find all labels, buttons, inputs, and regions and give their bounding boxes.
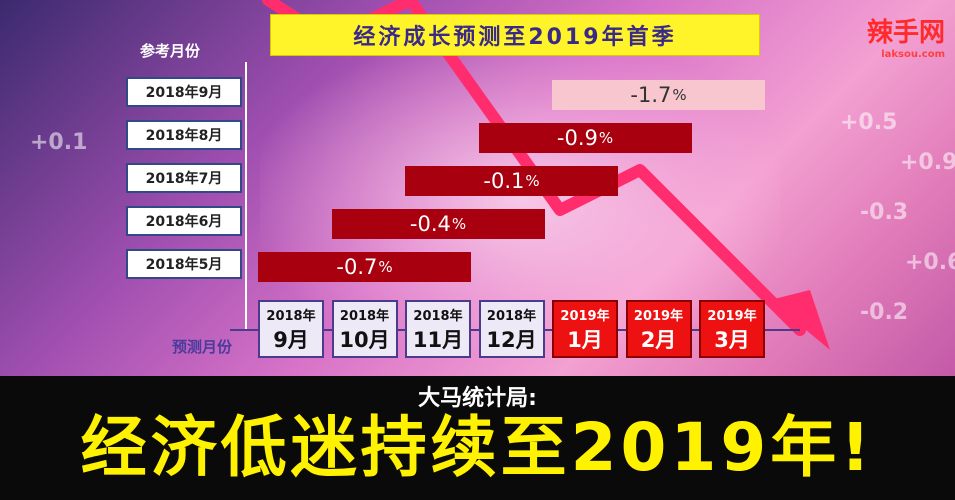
x-tick-year: 2018年 — [266, 308, 316, 324]
x-tick-label: 2019年 2月 — [625, 300, 692, 358]
chart-title-box: 经济成长预测至2019年首季 — [270, 14, 760, 56]
x-tick-label: 2018年 11月 — [405, 300, 471, 358]
x-tick-month: 2月 — [640, 327, 677, 352]
x-axis-title: 预测月份 — [172, 338, 233, 356]
bar-value: -0.9 — [556, 126, 598, 150]
bar-value: -0.1 — [483, 169, 525, 193]
x-tick-year: 2019年 — [633, 308, 684, 324]
x-tick-year: 2018年 — [339, 308, 390, 324]
forecast-bar: -0.1% — [405, 166, 618, 196]
x-tick-month: 1月 — [567, 327, 603, 352]
bar-unit: % — [378, 258, 393, 276]
y-tick-label: 2018年9月 — [126, 77, 242, 107]
bar-unit: % — [525, 172, 540, 190]
x-tick-label: 2019年 1月 — [552, 300, 618, 358]
bar-value: -1.7 — [630, 83, 672, 107]
y-tick-label: 2018年5月 — [126, 249, 242, 279]
background-number: +0.5 — [840, 110, 898, 135]
x-tick-month: 12月 — [486, 327, 537, 352]
bar-unit: % — [598, 129, 614, 147]
x-tick-year: 2019年 — [560, 308, 610, 324]
x-tick-month: 11月 — [412, 327, 464, 352]
x-tick-label: 2018年 9月 — [258, 300, 324, 358]
forecast-bar: -1.7% — [552, 80, 765, 110]
y-axis-title: 参考月份 — [140, 42, 201, 60]
bar-value: -0.7 — [336, 255, 378, 279]
background-number: +0.1 — [30, 130, 88, 155]
x-tick-month: 9月 — [273, 327, 309, 352]
x-tick-month: 3月 — [714, 327, 750, 352]
bar-unit: % — [451, 215, 467, 233]
background-number: -0.3 — [860, 200, 909, 225]
forecast-bar: -0.7% — [258, 252, 471, 282]
site-logo: 辣手网 laksou.com — [867, 12, 945, 60]
bar-value: -0.4 — [409, 212, 451, 236]
x-tick-year: 2018年 — [413, 308, 463, 324]
x-tick-year: 2018年 — [486, 308, 537, 324]
y-tick-label: 2018年7月 — [126, 163, 242, 193]
background-number: -0.2 — [860, 300, 909, 325]
logo-subtext: laksou.com — [881, 49, 945, 60]
headline-text: 经济低迷持续至2019年! — [80, 409, 875, 486]
decline-arrowhead — [770, 290, 830, 350]
headline-source: 大马统计局: — [418, 386, 537, 411]
y-tick-label: 2018年8月 — [126, 120, 242, 150]
x-tick-month: 10月 — [339, 327, 390, 352]
bar-unit: % — [672, 86, 687, 104]
background-number: +0.9 — [900, 150, 955, 175]
y-tick-label: 2018年6月 — [126, 206, 242, 236]
x-tick-label: 2018年 10月 — [331, 300, 398, 358]
forecast-bar: -0.4% — [331, 209, 545, 239]
logo-text: 辣手网 — [866, 18, 945, 48]
headline-banner — [0, 376, 955, 500]
forecast-bar: -0.9% — [478, 123, 692, 153]
x-tick-label: 2019年 3月 — [699, 300, 765, 358]
background-number: +0.6 — [905, 250, 955, 275]
x-tick-year: 2019年 — [707, 308, 757, 324]
chart-title: 经济成长预测至2019年首季 — [353, 25, 677, 50]
x-tick-label: 2018年 12月 — [478, 300, 545, 358]
